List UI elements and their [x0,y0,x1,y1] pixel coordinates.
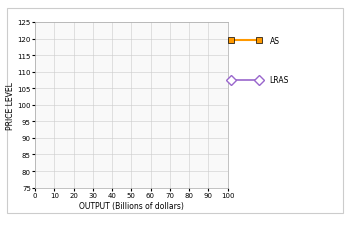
Y-axis label: PRICE LEVEL: PRICE LEVEL [6,82,15,129]
Text: AS: AS [270,37,280,46]
Text: LRAS: LRAS [270,76,289,85]
X-axis label: OUTPUT (Billions of dollars): OUTPUT (Billions of dollars) [79,201,184,210]
